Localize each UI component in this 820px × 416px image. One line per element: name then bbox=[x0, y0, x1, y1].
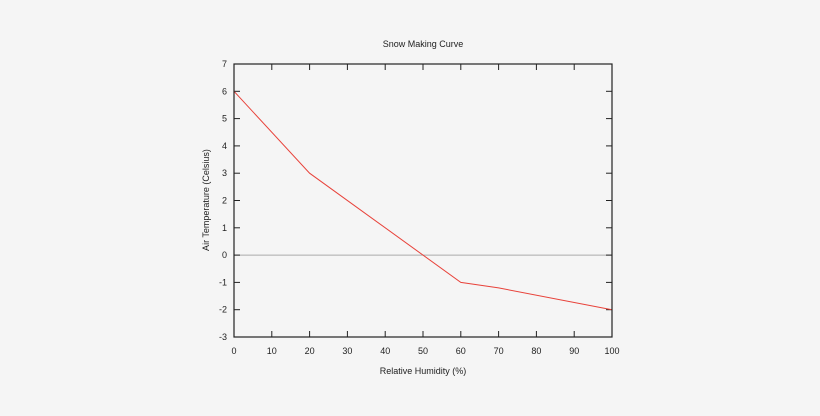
x-tick-label: 90 bbox=[569, 346, 579, 356]
y-tick-label: -3 bbox=[219, 332, 227, 342]
x-axis-label: Relative Humidity (%) bbox=[379, 366, 467, 376]
plot-frame bbox=[233, 63, 613, 338]
y-tick-label: -2 bbox=[219, 305, 227, 315]
x-tick-label: 50 bbox=[418, 346, 428, 356]
y-tick-label: 7 bbox=[222, 59, 227, 69]
x-tick-label: 100 bbox=[604, 346, 619, 356]
x-tick-label: 0 bbox=[231, 346, 236, 356]
x-tick-label: 40 bbox=[380, 346, 390, 356]
chart-title: Snow Making Curve bbox=[382, 39, 464, 49]
y-tick-label: 6 bbox=[222, 86, 227, 96]
y-tick-label: 4 bbox=[222, 141, 227, 151]
x-tick-label: 60 bbox=[456, 346, 466, 356]
y-tick-label: 2 bbox=[222, 196, 227, 206]
y-tick-label: -1 bbox=[219, 277, 227, 287]
x-tick-label: 10 bbox=[267, 346, 277, 356]
y-tick-label: 0 bbox=[222, 250, 227, 260]
x-tick-label: 30 bbox=[342, 346, 352, 356]
x-tick-label: 70 bbox=[494, 346, 504, 356]
y-tick-label: 3 bbox=[222, 168, 227, 178]
y-tick-label: 1 bbox=[222, 223, 227, 233]
x-tick-label: 20 bbox=[305, 346, 315, 356]
y-tick-label: 5 bbox=[222, 114, 227, 124]
data-line bbox=[233, 90, 613, 311]
x-tick-label: 80 bbox=[531, 346, 541, 356]
